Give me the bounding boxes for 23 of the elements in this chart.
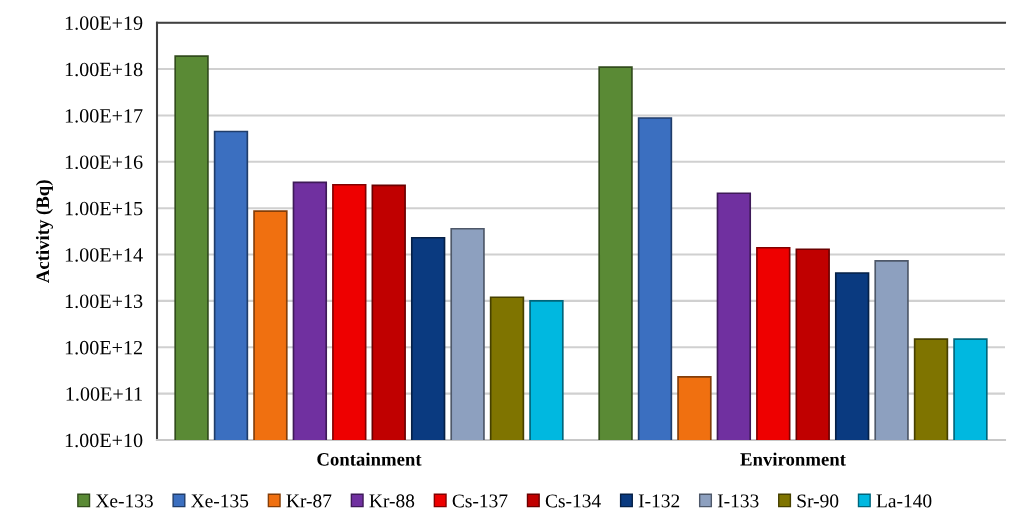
y-tick-label: 1.00E+18	[65, 62, 143, 77]
y-tick-label: 1.00E+19	[65, 16, 143, 30]
legend-label: Kr-88	[369, 494, 415, 508]
y-tick-label: 1.00E+11	[66, 387, 142, 401]
legend-label: La-140	[876, 494, 932, 508]
legend-label: Xe-135	[191, 494, 249, 508]
y-tick-label: 1.00E+16	[65, 155, 143, 170]
y-tick-label: 1.00E+15	[65, 201, 143, 216]
legend-label: Xe-133	[95, 494, 153, 508]
legend-label: I-133	[717, 494, 759, 508]
y-tick-label: 1.00E+10	[65, 433, 143, 448]
y-tick-label: 1.00E+12	[65, 340, 142, 355]
x-tick-label: Containment	[317, 452, 422, 466]
y-tick-label: 1.00E+17	[65, 109, 143, 123]
y-tick-label: 1.00E+13	[65, 294, 143, 309]
legend-label: Kr-87	[286, 494, 332, 508]
legend-label: Cs-134	[545, 494, 601, 508]
legend-label: Sr-90	[797, 494, 839, 508]
y-axis-title: Activity (Bq)	[35, 180, 53, 283]
legend-label: I-132	[638, 494, 680, 508]
x-tick-label: Environment	[740, 452, 846, 466]
y-tick-label: 1.00E+14	[65, 248, 143, 262]
legend-label: Cs-137	[452, 494, 508, 508]
